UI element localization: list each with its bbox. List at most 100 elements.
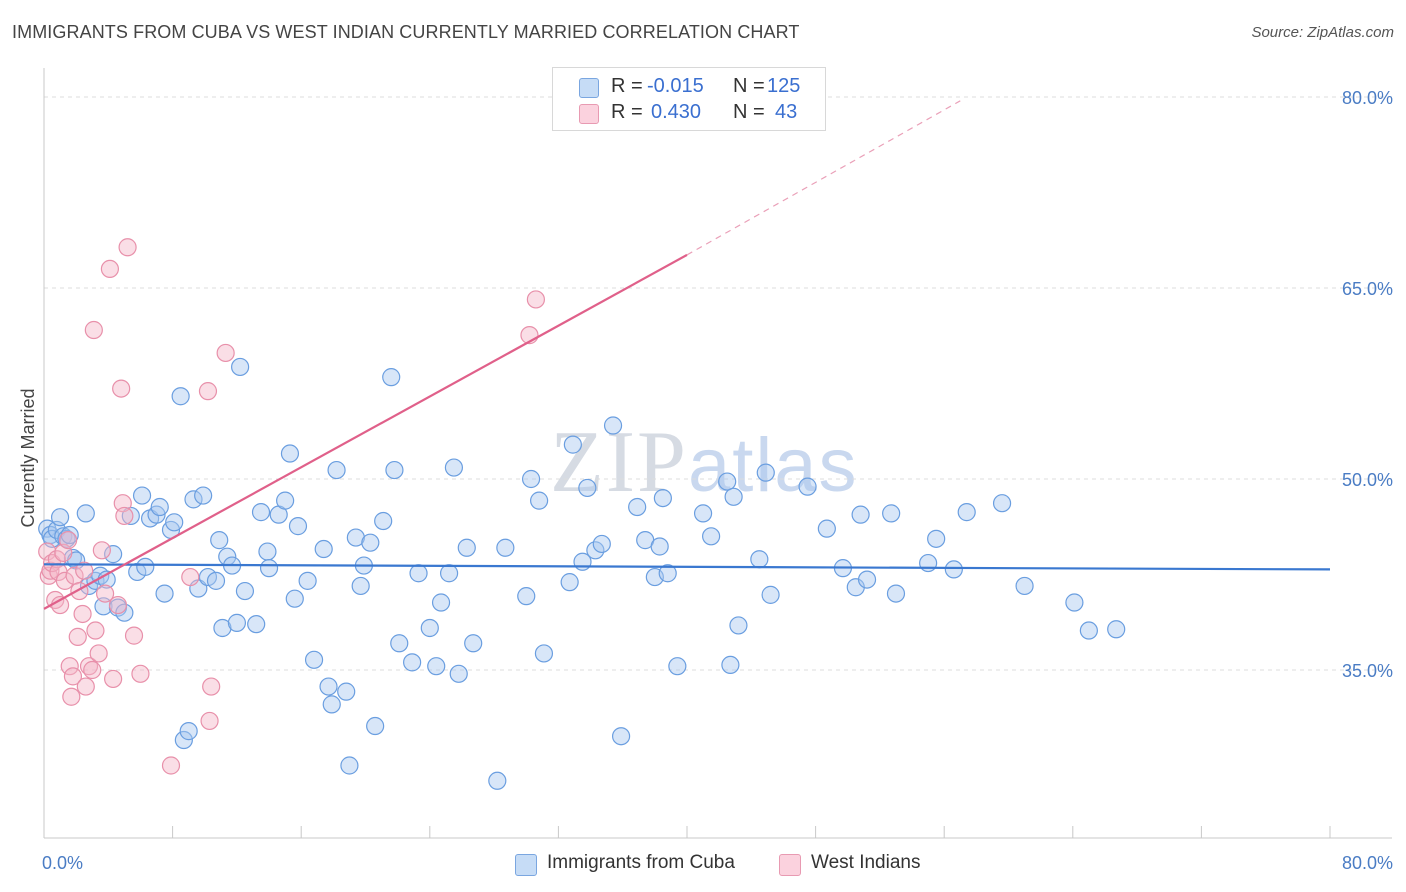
point-cuba xyxy=(206,571,226,590)
point-cuba xyxy=(857,570,877,589)
point-cuba xyxy=(322,695,341,714)
point-cuba xyxy=(104,545,123,564)
point-cuba xyxy=(235,581,255,601)
point-westindian xyxy=(89,644,108,663)
point-cuba xyxy=(427,657,446,676)
point-cuba xyxy=(1015,576,1034,596)
series-swatch-westindian xyxy=(779,854,801,876)
point-cuba xyxy=(132,486,152,505)
point-cuba xyxy=(927,529,946,548)
point-cuba xyxy=(756,463,775,482)
point-cuba xyxy=(285,589,304,608)
point-westindian xyxy=(75,561,94,580)
x-tick-label: 0.0% xyxy=(42,853,83,873)
point-cuba xyxy=(718,472,737,491)
point-cuba xyxy=(724,487,743,506)
point-cuba xyxy=(76,504,95,523)
legend-r-label: R = xyxy=(611,75,643,97)
point-cuba xyxy=(304,650,324,669)
y-tick-label: 50.0% xyxy=(1342,470,1393,490)
point-cuba xyxy=(327,460,346,480)
point-westindian xyxy=(115,506,134,526)
series-legend: Immigrants from Cuba West Indians xyxy=(0,852,1406,878)
point-cuba xyxy=(1079,621,1098,640)
point-westindian xyxy=(73,604,92,624)
point-cuba xyxy=(184,490,203,509)
point-westindian xyxy=(104,669,123,689)
point-cuba xyxy=(258,542,277,561)
y-tick-label: 35.0% xyxy=(1342,661,1393,681)
point-cuba xyxy=(420,618,439,638)
point-westindian xyxy=(526,290,545,309)
point-cuba xyxy=(374,511,393,531)
point-cuba xyxy=(721,655,740,675)
series-label-westindian: West Indians xyxy=(811,852,921,873)
legend-swatch-westindian xyxy=(579,104,599,124)
point-westindian xyxy=(86,621,105,640)
point-cuba xyxy=(611,727,631,746)
point-westindian xyxy=(60,657,79,676)
point-cuba xyxy=(213,618,232,638)
point-westindian xyxy=(108,595,128,615)
point-cuba xyxy=(337,682,356,701)
point-westindian xyxy=(38,542,57,561)
trend-line-westindian xyxy=(43,253,688,610)
chart-title: IMMIGRANTS FROM CUBA VS WEST INDIAN CURR… xyxy=(12,22,800,42)
point-cuba xyxy=(628,497,647,517)
point-cuba xyxy=(882,504,901,523)
point-cuba xyxy=(750,550,769,569)
point-cuba xyxy=(444,458,464,477)
point-cuba xyxy=(150,497,169,517)
point-cuba xyxy=(439,564,459,583)
point-cuba xyxy=(992,494,1012,513)
watermark-zip: ZIP xyxy=(550,414,688,511)
point-cuba xyxy=(521,469,541,489)
point-cuba xyxy=(63,548,83,568)
point-westindian xyxy=(198,382,218,401)
point-cuba xyxy=(385,460,404,480)
point-cuba xyxy=(668,657,687,676)
point-cuba xyxy=(409,564,428,583)
point-cuba xyxy=(319,677,338,696)
point-cuba xyxy=(919,553,938,573)
point-cuba xyxy=(115,603,134,622)
point-cuba xyxy=(658,564,677,583)
watermark: ZIPatlas xyxy=(550,410,859,513)
point-cuba xyxy=(251,503,271,522)
point-cuba xyxy=(464,634,483,653)
point-cuba xyxy=(194,486,213,505)
point-cuba xyxy=(563,435,582,454)
point-cuba xyxy=(314,539,333,559)
point-cuba xyxy=(382,368,401,387)
point-cuba xyxy=(280,444,300,463)
point-cuba xyxy=(650,537,669,556)
point-cuba xyxy=(298,571,317,590)
point-westindian xyxy=(95,584,115,603)
point-cuba xyxy=(259,559,279,578)
legend-r-value: -0.015 xyxy=(647,75,704,97)
point-westindian xyxy=(62,687,81,706)
point-cuba xyxy=(817,519,836,538)
series-swatch-cuba xyxy=(515,854,537,876)
point-cuba xyxy=(171,387,190,406)
point-cuba xyxy=(592,534,611,554)
point-cuba xyxy=(179,722,198,741)
point-cuba xyxy=(247,615,266,634)
point-cuba xyxy=(798,477,817,496)
point-westindian xyxy=(200,711,219,731)
x-tick-label: 80.0% xyxy=(1342,853,1393,873)
point-cuba xyxy=(346,528,365,547)
point-westindian xyxy=(100,259,120,278)
point-cuba xyxy=(361,533,380,552)
point-cuba xyxy=(457,538,476,557)
axes xyxy=(43,68,1392,839)
point-cuba xyxy=(488,771,507,790)
legend-n-label: N = xyxy=(733,101,765,123)
y-tick-label: 65.0% xyxy=(1342,279,1393,299)
point-westindian xyxy=(216,343,235,363)
legend-r-value: 0.430 xyxy=(651,101,702,123)
point-cuba xyxy=(729,616,748,635)
point-cuba xyxy=(886,584,906,603)
point-cuba xyxy=(517,587,536,606)
